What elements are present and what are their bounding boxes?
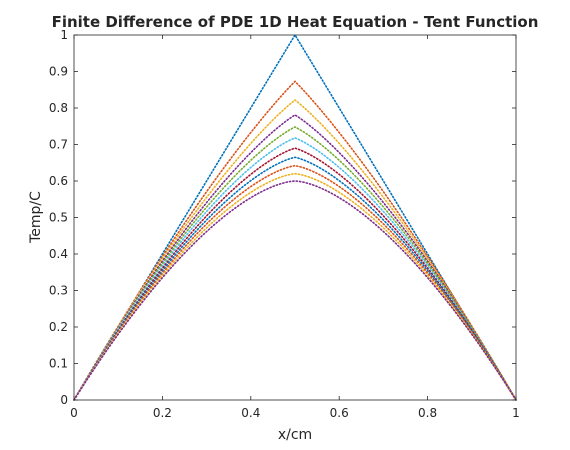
- y-tick-label: 0.3: [49, 284, 68, 298]
- series-line-7: [73, 147, 517, 401]
- series-line-3: [73, 98, 517, 401]
- y-tick-label: 0.6: [49, 174, 68, 188]
- y-tick-label: 0.4: [49, 247, 68, 261]
- x-tick-label: 1: [512, 406, 520, 420]
- x-tick-label: 0.8: [418, 406, 437, 420]
- series-layer: [73, 33, 517, 401]
- x-axis-label: x/cm: [278, 427, 312, 443]
- y-tick-label: 0.7: [49, 138, 68, 152]
- x-axis: 0 0.2 0.4 0.6 0.8 1: [70, 35, 520, 420]
- x-tick-label: 0: [70, 406, 78, 420]
- y-tick-label: 0.9: [49, 65, 68, 79]
- x-tick-label: 0.4: [241, 406, 260, 420]
- x-tick-label: 0.6: [330, 406, 349, 420]
- plot-area: [74, 35, 516, 400]
- y-axis: 0 0.1 0.2 0.3 0.4 0.5 0.6 0.7 0.8 0.9 1: [49, 28, 516, 407]
- y-axis-label: Temp/C: [28, 191, 44, 244]
- chart-title: Finite Difference of PDE 1D Heat Equatio…: [52, 13, 539, 31]
- y-tick-label: 0: [60, 393, 68, 407]
- y-tick-label: 1: [60, 28, 68, 42]
- series-line-10: [73, 172, 517, 401]
- y-tick-label: 0.8: [49, 101, 68, 115]
- series-line-9: [73, 164, 517, 401]
- series-line-4: [73, 113, 517, 401]
- y-tick-label: 0.2: [49, 320, 68, 334]
- y-tick-label: 0.1: [49, 357, 68, 371]
- series-line-8: [73, 156, 517, 401]
- series-line-6: [73, 137, 517, 401]
- y-tick-label: 0.5: [49, 211, 68, 225]
- x-tick-label: 0.2: [153, 406, 172, 420]
- series-line-2: [73, 80, 517, 401]
- series-line-5: [73, 126, 517, 401]
